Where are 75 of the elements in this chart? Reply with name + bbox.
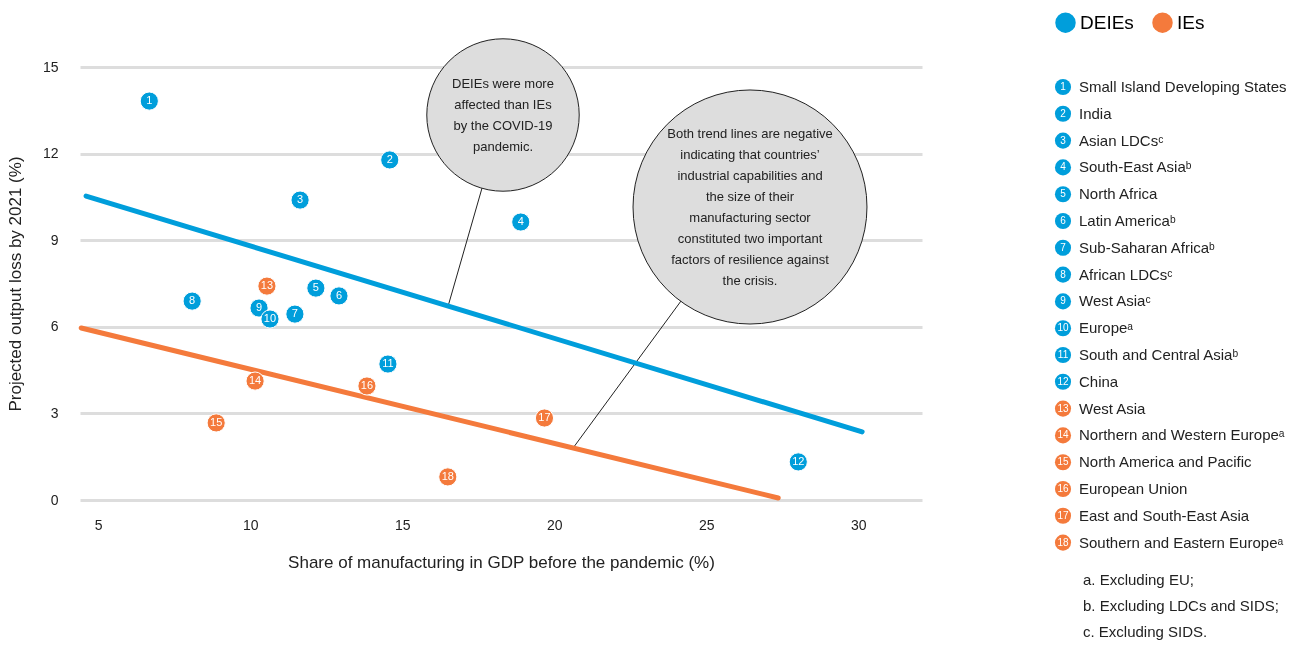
text: Sub-Saharan Africaᵇ — [1079, 238, 1216, 256]
text: 5 — [1060, 188, 1066, 200]
text: 16 — [1057, 483, 1069, 494]
text: West Asia — [1079, 399, 1147, 417]
text: 14 — [1057, 429, 1069, 441]
y-tick-label: 9 — [50, 231, 59, 248]
annotation: 18 — [441, 469, 454, 482]
text: b. Excluding LDCs and SIDS; — [1083, 597, 1279, 614]
text: 6 — [1060, 215, 1066, 226]
text: South and Central Asiaᵇ — [1079, 346, 1239, 363]
text: 4 — [1060, 161, 1066, 173]
x-tick-label: 20 — [546, 516, 563, 533]
text: 10 — [1057, 322, 1069, 334]
y-tick-label: 3 — [50, 404, 59, 421]
text: East and South-East Asia — [1079, 506, 1250, 524]
text: South-East Asiaᵇ — [1079, 158, 1192, 176]
text: North America and Pacific — [1079, 453, 1253, 471]
text: West Asiaᶜ — [1079, 292, 1151, 310]
annotation: 5 — [312, 281, 319, 294]
text: 11 — [1057, 349, 1069, 360]
x-tick-label: 5 — [94, 516, 103, 533]
text: European Union — [1079, 480, 1188, 497]
text: Southern and Eastern Europeᵃ — [1079, 533, 1284, 551]
text: 17 — [1057, 509, 1069, 521]
text: China — [1079, 372, 1119, 390]
y-tick-label: 0 — [50, 491, 59, 508]
annotation: 16 — [360, 378, 374, 391]
annotation: 11 — [382, 357, 394, 370]
text: 15 — [1057, 456, 1069, 468]
text: c. Excluding SIDS. — [1083, 623, 1208, 640]
annotation: 6 — [335, 288, 343, 301]
text: Asian LDCsᶜ — [1079, 131, 1164, 149]
point — [139, 91, 159, 111]
annotation: 7 — [291, 307, 298, 320]
text: African LDCsᶜ — [1079, 265, 1173, 283]
x-tick-label: 15 — [394, 516, 411, 533]
y-tick-label: 15 — [42, 58, 59, 75]
legend-label: IEs — [1177, 11, 1205, 33]
annotation: Both trend lines are negative indicating that countries’ industrial capabilities and the size of their manufacturing sector constituted two important factors of resilience against the crisis. — [667, 125, 833, 288]
text: North Africa — [1079, 185, 1159, 203]
x-tick-label: 10 — [242, 516, 259, 533]
y-tick-label: 6 — [50, 318, 59, 335]
annotation: 9 — [255, 301, 263, 314]
annotation: 10 — [263, 312, 277, 325]
annotation: 17 — [538, 411, 551, 424]
annotation: 8 — [189, 294, 196, 307]
text: 12 — [1057, 375, 1069, 387]
text: India — [1079, 104, 1113, 122]
annotation: 13 — [260, 279, 274, 292]
text: 9 — [1060, 295, 1066, 307]
text: 13 — [1057, 402, 1069, 414]
text: Northern and Western Europeᵃ — [1079, 426, 1285, 444]
annotation: DEIEs were more affected than IEs by the COVID-19 pandemic. — [452, 75, 554, 154]
annotation: 4 — [517, 215, 524, 228]
legend-label: DEIEs — [1080, 11, 1134, 33]
text: 18 — [1057, 536, 1069, 548]
text: a. Excluding EU; — [1083, 571, 1194, 588]
x-tick-label: 30 — [850, 516, 867, 533]
annotation: 1 — [146, 94, 153, 107]
annotation: 14 — [248, 374, 262, 387]
text: 7 — [1060, 241, 1066, 253]
text: 3 — [1060, 134, 1066, 146]
x-tick-label: 25 — [698, 516, 715, 533]
text: Europeᵃ — [1079, 319, 1134, 337]
text: Small Island Developing States — [1079, 78, 1287, 95]
annotation: 2 — [386, 152, 393, 165]
annotation: 3 — [297, 193, 304, 206]
y-tick-label: 12 — [42, 145, 59, 162]
annotation: 12 — [792, 454, 805, 467]
annotation: 15 — [210, 415, 223, 428]
text: Latin Americaᵇ — [1079, 212, 1176, 229]
x-axis-title: Share of manufacturing in GDP before the pandemic (%) — [288, 552, 715, 572]
y-axis-title: Projected output loss by 2021 (%) — [5, 156, 25, 412]
text: 8 — [1060, 268, 1066, 280]
text: 12 — [1060, 81, 1066, 119]
